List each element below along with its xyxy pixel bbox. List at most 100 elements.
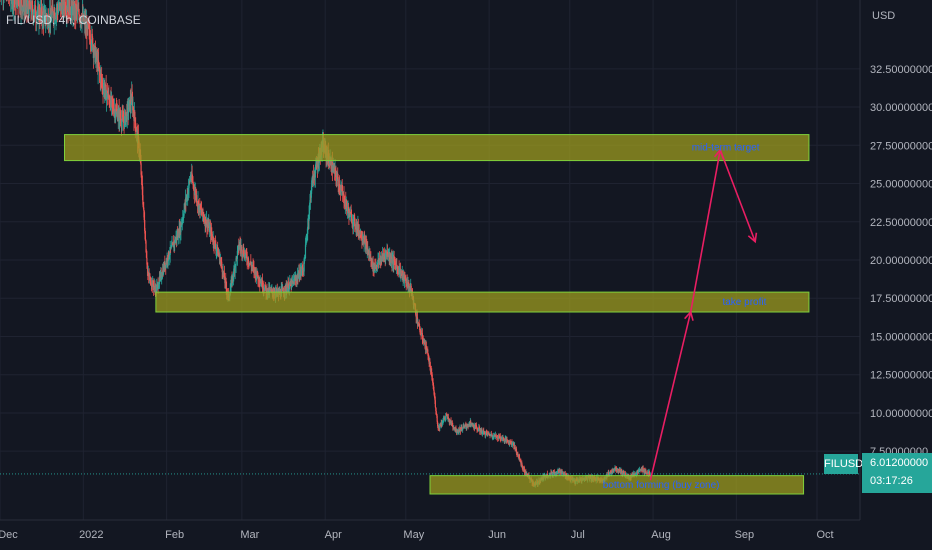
candle-body — [107, 96, 109, 99]
candle-body — [148, 273, 150, 276]
symbol-title[interactable]: FIL/USD, 4h, COINBASE — [6, 13, 141, 27]
candle-body — [71, 0, 73, 7]
candle-body — [130, 99, 132, 105]
candle-body — [182, 216, 184, 218]
candle-body — [441, 422, 444, 424]
candle-body — [509, 440, 511, 442]
candle-body — [81, 17, 83, 24]
candle-body — [112, 103, 114, 105]
candle-body — [161, 276, 163, 278]
zone-rect[interactable] — [64, 134, 810, 162]
candle-body — [297, 275, 299, 279]
candle-body — [94, 45, 96, 47]
candle-body — [115, 109, 118, 111]
candle-body — [168, 251, 170, 258]
candle-body — [303, 258, 305, 272]
candle-body — [386, 251, 389, 255]
candle-body — [215, 246, 217, 251]
candle-body — [252, 264, 254, 267]
candle-body — [504, 440, 506, 442]
candle-body — [211, 235, 213, 240]
candle-body — [347, 206, 350, 212]
candle-body — [51, 12, 53, 19]
candle-body — [615, 468, 617, 470]
candle-body — [518, 457, 521, 461]
candle-body — [394, 261, 396, 264]
candle-body — [214, 242, 217, 247]
projection-arrow-segment — [719, 149, 756, 242]
candle-body — [230, 286, 232, 291]
candle-body — [499, 436, 501, 438]
candle-body — [304, 244, 307, 259]
candle-body — [75, 7, 77, 15]
candle-body — [93, 45, 96, 52]
candle-body — [439, 424, 441, 426]
candle-body — [117, 117, 119, 120]
projection-arrow-segment — [649, 311, 692, 481]
candle-body — [157, 286, 160, 289]
candle-body — [131, 99, 134, 111]
candle-body — [439, 424, 441, 429]
candle-body — [293, 278, 295, 285]
candle-body — [488, 433, 490, 434]
candle-body — [22, 7, 24, 11]
candle-body — [292, 280, 294, 282]
candle-body — [441, 423, 443, 425]
candle-body — [176, 234, 178, 240]
candle-body — [66, 8, 68, 13]
candle-body — [416, 314, 418, 318]
candle-body — [22, 5, 24, 8]
candle-body — [134, 111, 136, 121]
candle-body — [311, 180, 313, 191]
candle-body — [97, 60, 100, 67]
candle-body — [553, 471, 556, 474]
candle-body — [457, 432, 459, 433]
candle-body — [48, 26, 50, 27]
zone-rect[interactable] — [155, 291, 810, 313]
candle-body — [465, 424, 467, 426]
time-tick-label: Feb — [165, 529, 184, 541]
candle-body — [399, 268, 402, 276]
candle-body — [101, 82, 103, 84]
candle-body — [385, 252, 387, 259]
candle-body — [360, 237, 363, 239]
candle-body — [429, 365, 432, 372]
projection-arrows[interactable] — [649, 148, 758, 481]
candle-body — [422, 339, 424, 342]
candle-body — [353, 216, 355, 218]
candle-body — [421, 333, 423, 340]
candle-body — [398, 266, 400, 274]
candle-body — [559, 469, 561, 471]
candle-body — [101, 83, 104, 89]
zone-label: take profit — [722, 297, 766, 308]
candle-body — [464, 425, 466, 427]
candle-body — [459, 428, 462, 432]
candle-body — [312, 174, 315, 178]
candle-body — [192, 185, 195, 186]
candle-body — [635, 472, 638, 475]
candle-body — [128, 102, 130, 110]
candle-body — [258, 281, 260, 283]
zone-rectangles[interactable] — [64, 134, 810, 495]
candle-body — [141, 183, 144, 196]
candle-body — [301, 267, 303, 269]
candle-body — [132, 107, 135, 114]
time-axis-panel[interactable] — [0, 520, 932, 550]
candle-body — [152, 280, 154, 286]
candle-body — [216, 250, 218, 251]
candle-body — [198, 205, 200, 210]
candle-body — [371, 259, 373, 266]
candle-body — [557, 470, 559, 474]
candle-body — [122, 116, 124, 122]
zone-rect[interactable] — [429, 475, 805, 495]
candle-body — [184, 199, 187, 206]
candle-body — [398, 272, 401, 274]
candle-body — [174, 239, 177, 243]
candle-body — [226, 287, 228, 293]
candle-body — [205, 224, 207, 226]
candle-body — [119, 112, 121, 118]
candle-body — [26, 6, 28, 9]
candle-body — [153, 285, 155, 289]
candle-body — [113, 111, 115, 114]
